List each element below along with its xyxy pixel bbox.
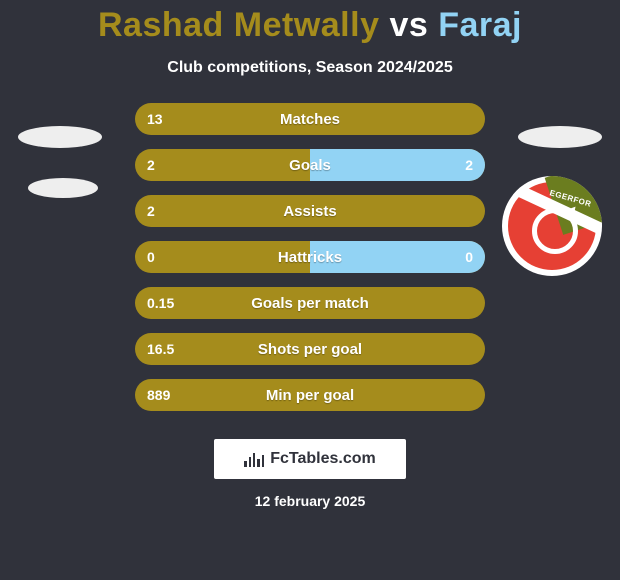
icon-bar [244, 461, 246, 467]
page-title: Rashad Metwally vs Faraj [0, 0, 620, 45]
stat-label: Shots per goal [135, 333, 485, 365]
icon-bar [257, 459, 259, 467]
stat-label: Min per goal [135, 379, 485, 411]
stat-bar: 13Matches [135, 103, 485, 135]
stat-bar: 2Assists [135, 195, 485, 227]
title-player1: Rashad Metwally [98, 6, 379, 44]
stats-panel: 13Matches2Goals22Assists0Hattricks00.15G… [0, 103, 620, 509]
stat-label: Hattricks [135, 241, 485, 273]
bar-chart-icon [244, 451, 264, 467]
stat-bar: 16.5Shots per goal [135, 333, 485, 365]
title-player2: Faraj [438, 6, 522, 44]
stat-bar: 0Hattricks0 [135, 241, 485, 273]
date-label: 12 february 2025 [0, 493, 620, 509]
subtitle: Club competitions, Season 2024/2025 [0, 59, 620, 77]
stat-label: Assists [135, 195, 485, 227]
stat-label: Goals [135, 149, 485, 181]
title-vs: vs [389, 6, 428, 44]
stat-bars: 13Matches2Goals22Assists0Hattricks00.15G… [135, 103, 485, 411]
icon-bar [262, 455, 264, 467]
icon-bar [249, 457, 251, 467]
stat-label: Matches [135, 103, 485, 135]
stat-bar: 2Goals2 [135, 149, 485, 181]
stat-label: Goals per match [135, 287, 485, 319]
stat-bar: 889Min per goal [135, 379, 485, 411]
stat-bar: 0.15Goals per match [135, 287, 485, 319]
stat-right-value: 0 [465, 241, 473, 273]
branding-text: FcTables.com [270, 450, 376, 468]
stat-right-value: 2 [465, 149, 473, 181]
icon-bar [253, 453, 255, 467]
branding-box: FcTables.com [214, 439, 406, 479]
